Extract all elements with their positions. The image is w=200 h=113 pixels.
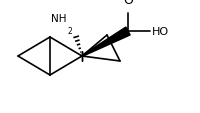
Text: 2: 2 — [67, 27, 72, 36]
Text: HO: HO — [152, 27, 169, 37]
Polygon shape — [82, 28, 130, 57]
Text: O: O — [123, 0, 133, 7]
Text: NH: NH — [52, 14, 67, 24]
